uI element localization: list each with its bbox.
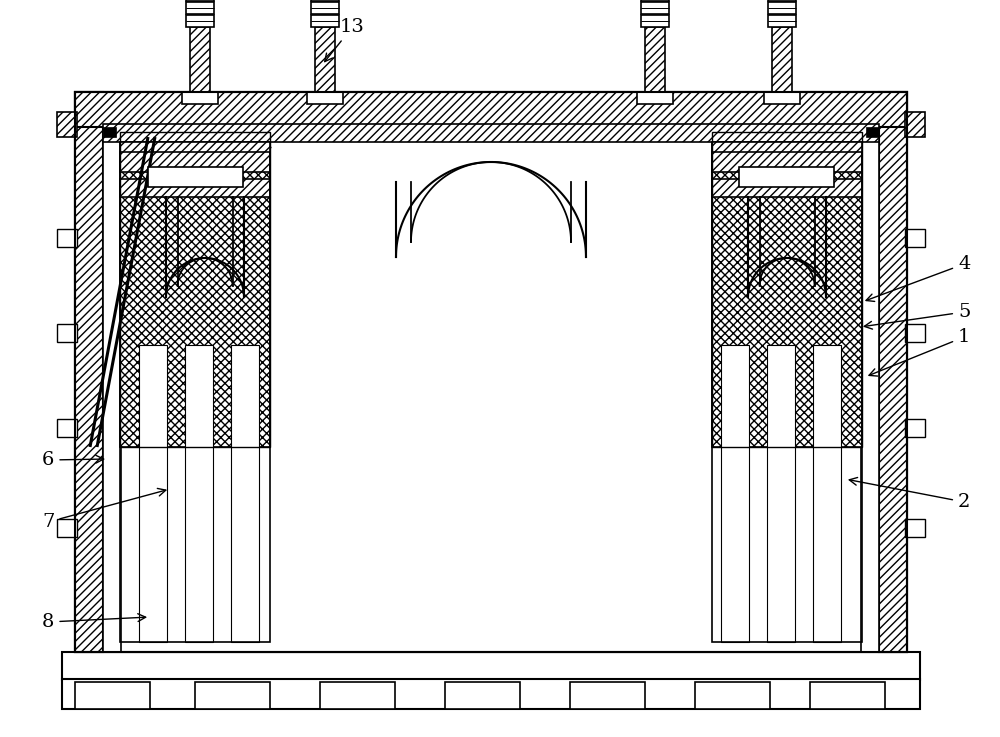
Bar xyxy=(62,679,920,709)
Bar xyxy=(57,112,77,137)
Text: 6: 6 xyxy=(42,451,104,469)
Bar xyxy=(637,92,673,104)
Bar xyxy=(768,0,796,1)
Bar xyxy=(120,152,270,642)
Bar xyxy=(772,27,792,92)
Bar xyxy=(695,682,770,709)
Bar xyxy=(712,179,862,197)
Bar xyxy=(311,0,339,1)
Bar xyxy=(103,127,116,137)
Bar xyxy=(768,2,796,14)
Text: 5: 5 xyxy=(864,303,970,329)
Bar xyxy=(712,132,862,447)
Bar xyxy=(185,345,213,642)
Bar xyxy=(311,15,339,27)
Text: 13: 13 xyxy=(325,18,365,62)
Bar xyxy=(120,142,270,172)
Bar xyxy=(182,92,218,104)
Bar xyxy=(320,682,395,709)
Bar xyxy=(810,682,885,709)
Bar xyxy=(57,324,77,342)
Bar xyxy=(120,179,270,197)
Bar xyxy=(905,229,925,247)
Bar xyxy=(813,345,841,642)
Bar xyxy=(879,92,907,652)
Bar xyxy=(75,92,907,652)
Bar xyxy=(712,142,862,172)
Bar xyxy=(767,345,795,642)
Bar xyxy=(764,92,800,104)
Bar xyxy=(62,652,920,680)
Bar xyxy=(75,92,103,652)
Bar xyxy=(57,229,77,247)
Bar xyxy=(186,0,214,1)
Bar xyxy=(148,167,243,187)
Bar xyxy=(103,92,121,652)
Bar xyxy=(103,124,879,142)
Bar xyxy=(311,2,339,14)
Bar xyxy=(186,15,214,27)
Text: 4: 4 xyxy=(866,255,970,301)
Bar xyxy=(75,682,150,709)
Bar xyxy=(307,92,343,104)
Bar xyxy=(231,345,259,642)
Bar xyxy=(905,112,925,137)
Bar xyxy=(75,92,907,127)
Bar xyxy=(190,27,210,92)
Bar xyxy=(712,152,862,642)
Bar xyxy=(75,92,907,652)
Text: 8: 8 xyxy=(42,613,146,631)
Bar xyxy=(721,345,749,642)
Bar xyxy=(120,132,270,447)
Bar xyxy=(739,167,834,187)
Bar xyxy=(645,27,665,92)
Bar xyxy=(866,127,879,137)
Bar xyxy=(57,519,77,537)
Bar xyxy=(641,2,669,14)
Bar xyxy=(712,132,862,447)
Bar xyxy=(861,92,879,652)
Bar xyxy=(186,2,214,14)
Bar xyxy=(641,15,669,27)
Text: 7: 7 xyxy=(42,489,166,531)
Bar xyxy=(315,27,335,92)
Bar xyxy=(57,419,77,437)
Bar xyxy=(139,345,167,642)
Text: 1: 1 xyxy=(869,328,970,376)
Bar xyxy=(905,519,925,537)
Bar xyxy=(768,15,796,27)
Bar xyxy=(195,682,270,709)
Bar xyxy=(570,682,645,709)
Bar xyxy=(120,132,270,447)
Bar xyxy=(641,0,669,1)
Bar xyxy=(905,419,925,437)
Bar xyxy=(445,682,520,709)
Bar xyxy=(905,324,925,342)
Text: 2: 2 xyxy=(849,478,970,511)
